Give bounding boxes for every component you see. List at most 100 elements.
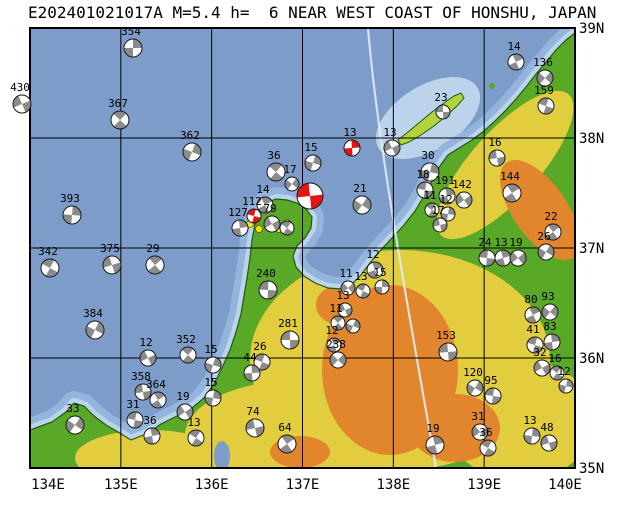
beachball-quadrants: [297, 183, 323, 209]
focal-mechanism-label: 93: [541, 290, 554, 303]
beachball-quadrants: [148, 256, 162, 274]
focal-mechanism-label: 36: [479, 426, 492, 439]
focal-mechanism-label: 36: [267, 149, 280, 162]
focal-mechanism: 393: [60, 192, 82, 225]
focal-mechanism: 12: [366, 248, 384, 279]
beachball-outline: [549, 365, 565, 381]
beachball-outline: [479, 439, 497, 457]
focal-mechanism-label: 17: [431, 204, 444, 217]
beachball-outline: [438, 187, 456, 205]
focal-mechanism: 17: [283, 163, 300, 192]
beachball-outline: [123, 38, 143, 58]
focal-mechanism: 136: [533, 56, 554, 87]
beachball-quadrants: [441, 207, 455, 221]
beachball-quadrants: [375, 280, 389, 294]
focal-mechanism-label: 364: [146, 378, 166, 391]
sado-island: [397, 92, 465, 146]
focal-mechanism-label: 11: [423, 189, 436, 202]
beachball-outline: [524, 306, 542, 324]
focal-mechanism: 13: [494, 236, 512, 267]
beachball-outline: [471, 423, 489, 441]
focal-mechanism-label: 13: [187, 416, 200, 429]
beachball-quadrants: [538, 245, 554, 259]
beachball-quadrants: [144, 428, 160, 444]
beachball-quadrants: [66, 417, 84, 433]
beachball-quadrants: [247, 209, 261, 223]
beachball-quadrants: [508, 54, 524, 70]
beachball-quadrants: [551, 366, 563, 380]
focal-mechanism: 14: [256, 183, 274, 214]
focal-mechanism-label: 362: [180, 129, 200, 142]
focal-mechanism: 83: [543, 320, 561, 351]
focal-mechanism-label: 393: [60, 192, 80, 205]
beachball-quadrants: [524, 428, 540, 444]
beachball-quadrants: [264, 217, 280, 231]
focal-mechanism: 281: [278, 317, 300, 350]
tectonic-boundary-line: [366, 28, 438, 468]
focal-mechanism-label: 13: [494, 236, 507, 249]
focal-mechanism-label: 367: [108, 97, 128, 110]
focal-mechanism: 367: [108, 97, 130, 130]
focal-mechanism-label: 26: [537, 230, 550, 243]
beachball-outline: [537, 243, 555, 261]
beachball-quadrants: [439, 343, 457, 361]
focal-mechanism-label: 24: [478, 236, 492, 249]
beachball-outline: [507, 53, 525, 71]
beachball-outline: [182, 142, 202, 162]
focal-mechanism: 13: [523, 414, 541, 445]
beachball-outline: [432, 217, 448, 233]
focal-mechanism: 64: [277, 421, 297, 454]
beachball-outline: [243, 364, 261, 382]
beachball-quadrants: [456, 193, 472, 207]
lon-label: 140E: [548, 477, 582, 493]
focal-mechanism: 362: [180, 129, 202, 162]
beachball-outline: [502, 183, 522, 203]
beachball-quadrants: [246, 419, 264, 437]
focal-mechanism-label: 79: [263, 202, 276, 215]
beachball-outline: [110, 110, 130, 130]
focal-mechanism-label: 15: [373, 266, 386, 279]
beachball-outline: [253, 353, 271, 371]
focal-mechanism-label: 384: [83, 307, 103, 320]
focal-mechanism-label: 358: [131, 370, 151, 383]
beachball-quadrants: [439, 188, 455, 204]
focal-mechanism: 93: [541, 290, 559, 321]
beachball-outline: [85, 320, 105, 340]
beachball-quadrants: [135, 384, 151, 400]
beachball-quadrants: [285, 178, 299, 190]
beachball-quadrants: [205, 357, 221, 373]
focal-mechanism: 11: [329, 302, 346, 331]
beachball-quadrants: [259, 281, 277, 299]
beachball-outline: [337, 302, 353, 318]
focal-mechanism-label: 112: [242, 195, 262, 208]
beachball-quadrants: [436, 105, 450, 119]
focal-mechanism: 36: [266, 149, 286, 182]
focal-mechanism: 159: [534, 84, 555, 115]
lake-biwa: [214, 441, 230, 468]
beachball-quadrants: [254, 354, 270, 370]
beachball-outline: [176, 403, 194, 421]
beachball-quadrants: [367, 262, 383, 278]
beachball-outline: [296, 182, 324, 210]
coastline: [30, 32, 575, 441]
focal-mechanism-label: 13: [336, 289, 349, 302]
beachball-quadrants: [151, 392, 165, 408]
focal-mechanism-label: 13: [383, 126, 396, 139]
focal-mechanism: 352: [176, 333, 197, 364]
beachball-outline: [435, 104, 451, 120]
beachball-quadrants: [527, 337, 543, 353]
focal-mechanism-label: 238: [326, 338, 346, 351]
focal-mechanism-label: 120: [463, 366, 483, 379]
focal-mechanism: 375: [100, 242, 122, 275]
focal-mechanism: 240: [256, 267, 278, 300]
beachball-quadrants: [333, 316, 343, 330]
beachball-outline: [345, 318, 361, 334]
focal-mechanism-label: 430: [10, 81, 30, 94]
focal-mechanism: 13: [383, 126, 401, 157]
focal-mechanism: 31: [126, 398, 144, 429]
focal-mechanism: 48: [540, 421, 558, 452]
beachball-outline: [12, 94, 32, 114]
beachball-outline: [466, 379, 484, 397]
focal-mechanism: 11: [339, 267, 356, 296]
beachball-quadrants: [433, 218, 447, 232]
